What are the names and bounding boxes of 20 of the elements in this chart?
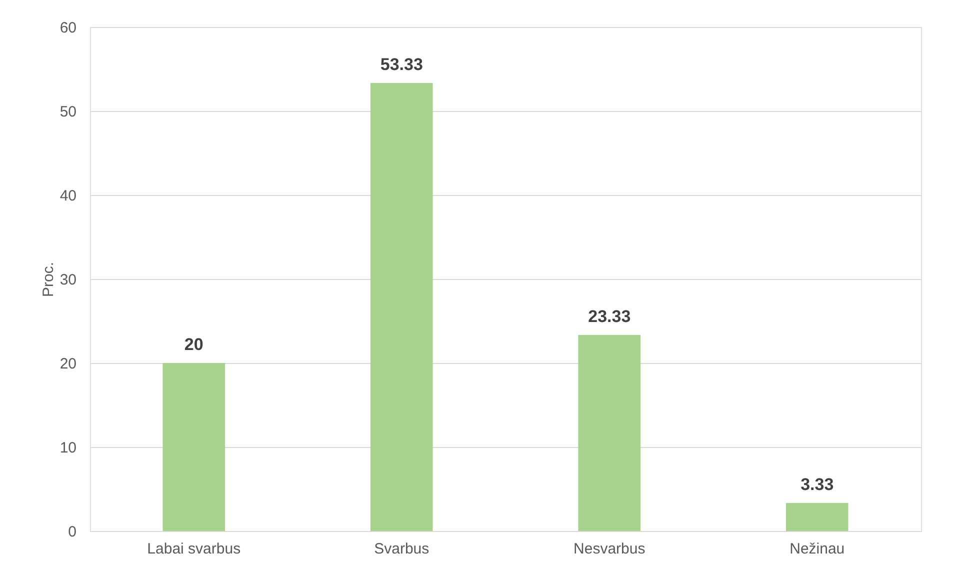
bar xyxy=(786,503,848,531)
data-label: 23.33 xyxy=(588,307,631,326)
bar xyxy=(370,83,433,531)
bar xyxy=(162,363,226,531)
y-tick-label: 0 xyxy=(68,524,76,540)
y-tick-label: 50 xyxy=(60,104,76,120)
y-tick-label: 20 xyxy=(60,356,76,372)
data-label: 53.33 xyxy=(380,55,423,74)
x-tick-label: Svarbus xyxy=(374,540,430,558)
y-tick-label: 10 xyxy=(60,440,76,456)
y-axis-title: Proc. xyxy=(40,262,57,298)
data-label: 3.33 xyxy=(800,475,834,494)
x-tick-label: Labai svarbus xyxy=(147,540,241,558)
x-tick-label: Nesvarbus xyxy=(574,540,646,558)
y-tick-label: 40 xyxy=(60,188,76,204)
y-tick-label: 30 xyxy=(60,272,76,288)
x-tick-label: Nežinau xyxy=(790,540,845,558)
bar xyxy=(578,335,641,531)
data-label: 20 xyxy=(184,335,204,354)
y-tick-label: 60 xyxy=(60,20,76,36)
